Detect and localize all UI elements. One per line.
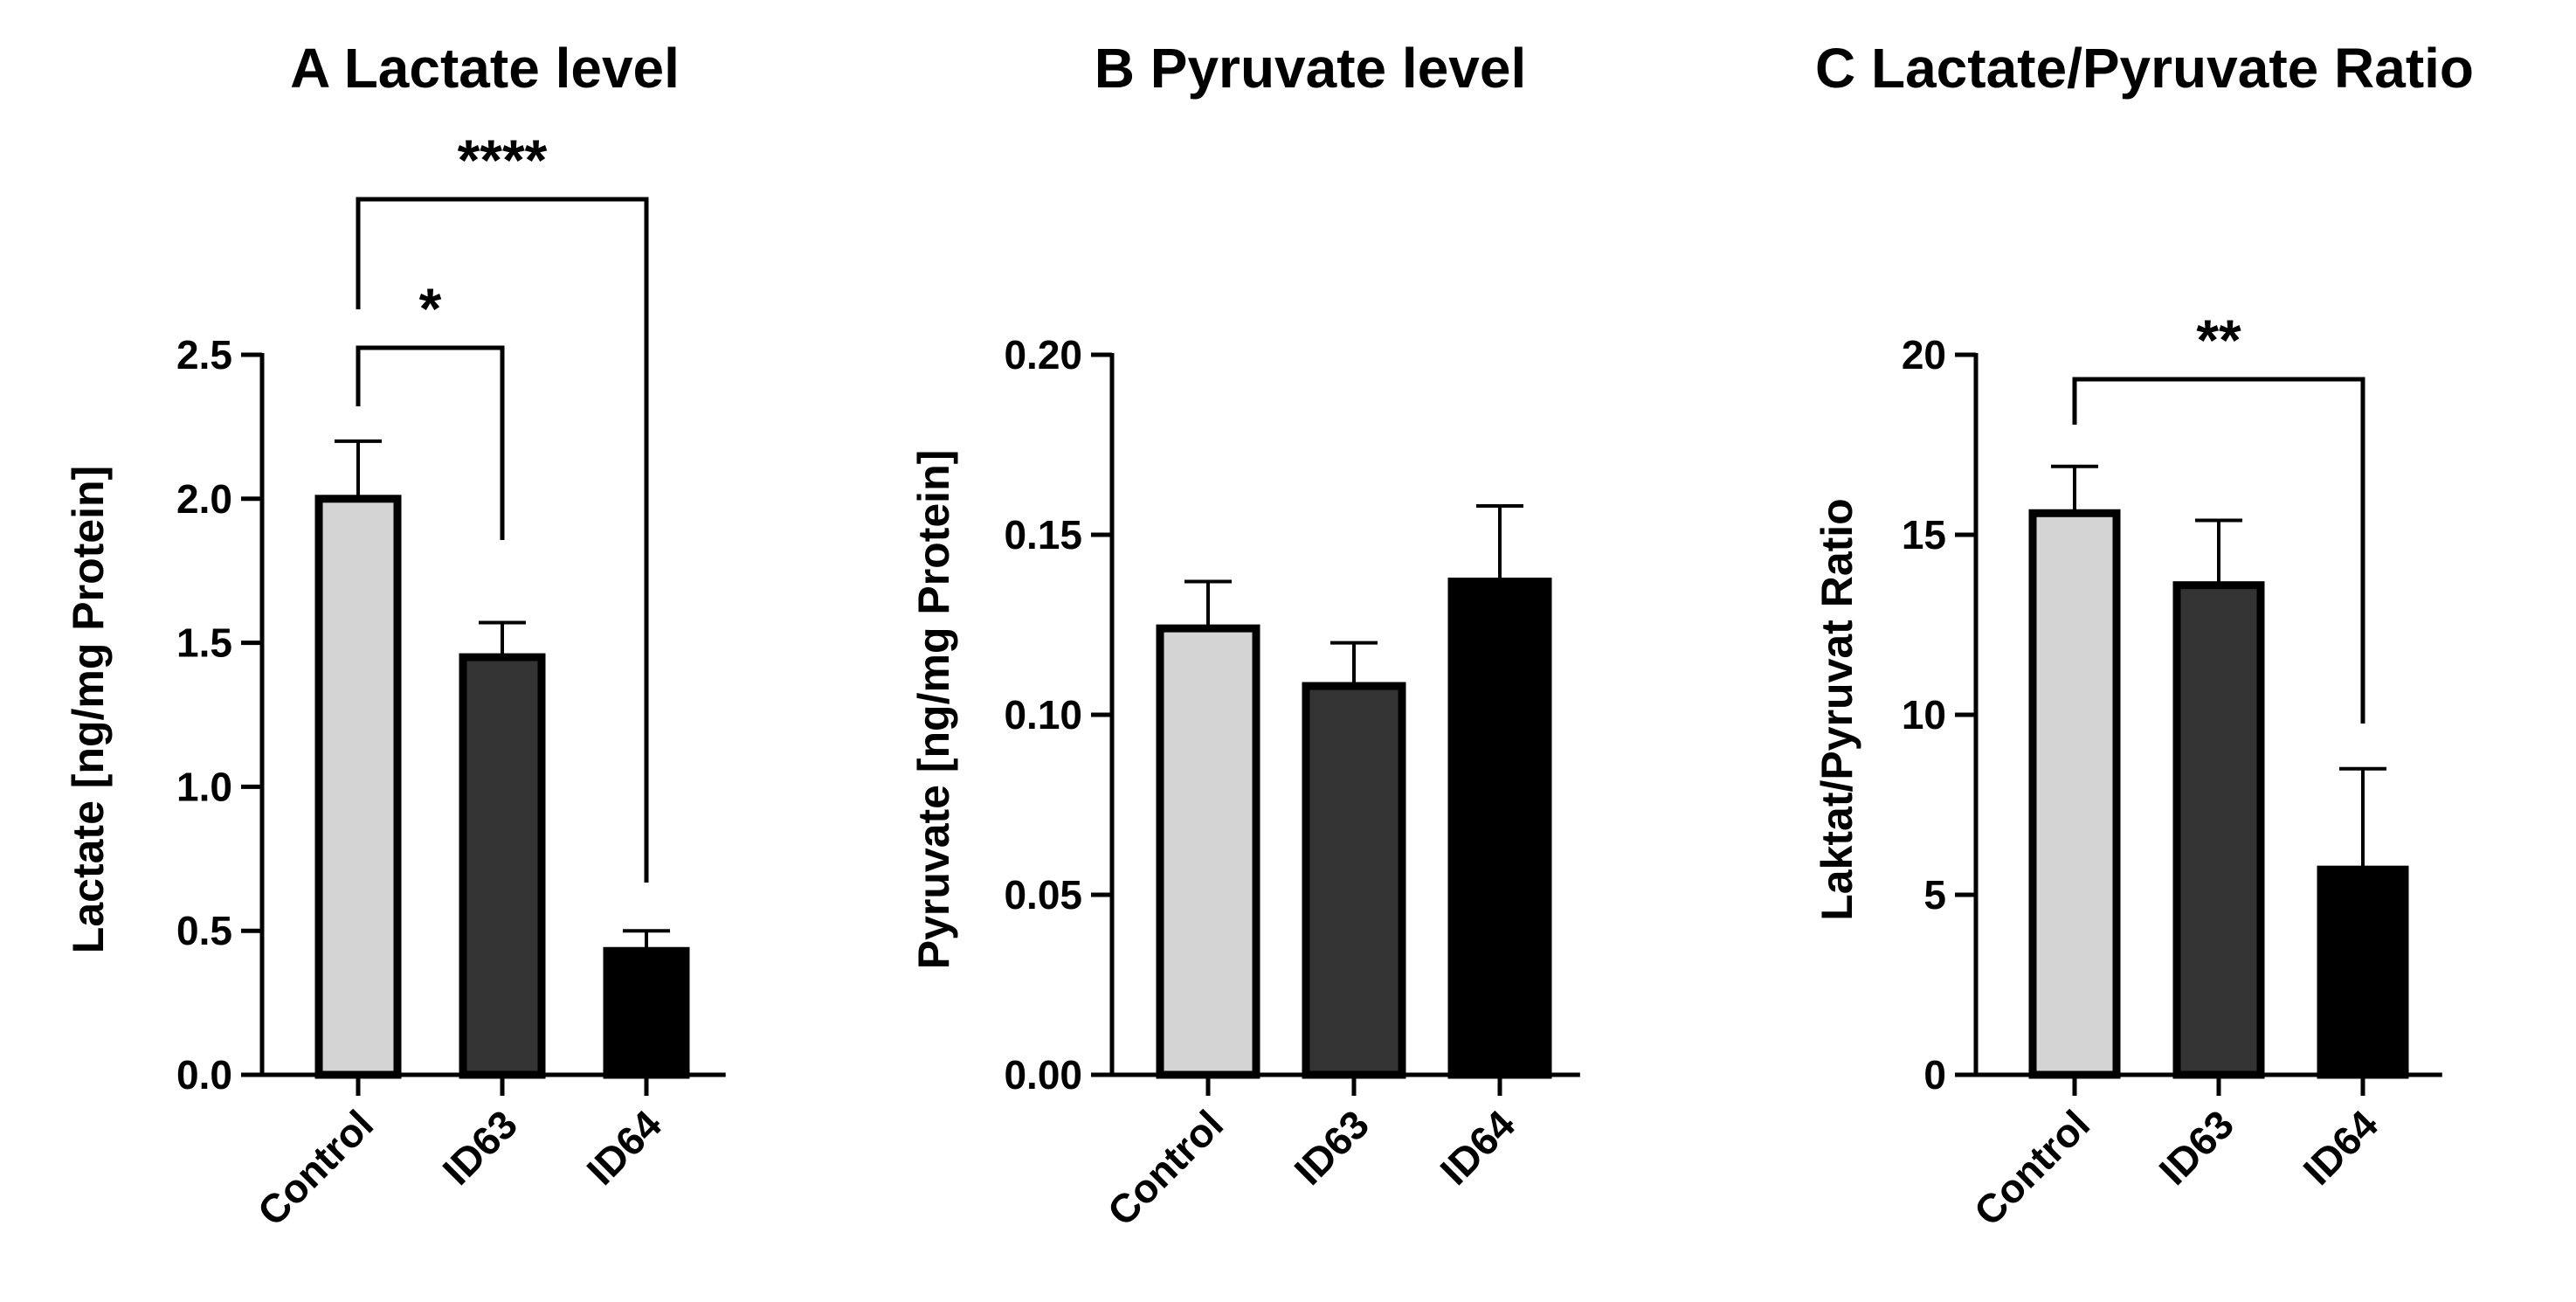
chart-panel-3: C Lactate/Pyruvate Ratio Laktat/Pyruvat R… bbox=[1813, 37, 2474, 1235]
y-axis-label: Laktat/Pyruvat Ratio bbox=[1813, 498, 1861, 920]
chart-panel-1: A Lactate level Lactate [ng/mg Protein] 0.… bbox=[64, 37, 726, 1235]
y-tick-label: 1.5 bbox=[176, 620, 232, 666]
y-tick-label: 20 bbox=[1902, 332, 1946, 377]
y-axis-label: Pyruvate [ng/mg Protein] bbox=[909, 450, 958, 970]
bar-id63 bbox=[1302, 682, 1406, 1079]
chart-title: B Pyruvate level bbox=[1095, 37, 1527, 100]
bar-control bbox=[1156, 624, 1260, 1079]
significance-label: **** bbox=[458, 128, 548, 192]
significance-bracket bbox=[2072, 377, 2365, 724]
x-tick-label-id63: ID63 bbox=[434, 1101, 526, 1193]
y-tick-label: 5 bbox=[1923, 872, 1946, 918]
significance-bracket bbox=[356, 345, 505, 540]
y-tick-label: 10 bbox=[1902, 692, 1946, 738]
x-tick-label-control: Control bbox=[249, 1101, 382, 1234]
y-tick-label: 2.5 bbox=[176, 332, 232, 377]
y-tick-label: 2.0 bbox=[176, 476, 232, 522]
bar-id64 bbox=[1447, 578, 1552, 1079]
x-tick-label-id63: ID63 bbox=[2151, 1101, 2242, 1193]
x-tick-label-control: Control bbox=[1965, 1101, 2098, 1234]
x-tick-label-id63: ID63 bbox=[1286, 1101, 1378, 1193]
y-axis-label: Lactate [ng/mg Protein] bbox=[64, 466, 113, 953]
y-tick-label: 1.0 bbox=[176, 764, 232, 809]
significance-label: ** bbox=[2196, 308, 2241, 372]
chart-panel-2: B Pyruvate level Pyruvate [ng/mg Protein]… bbox=[909, 37, 1580, 1235]
bar-id64 bbox=[603, 946, 690, 1079]
y-tick-label: 0.00 bbox=[1004, 1052, 1082, 1098]
bar-control bbox=[314, 495, 402, 1079]
x-tick-label-id64: ID64 bbox=[1432, 1101, 1524, 1194]
y-tick-label: 0 bbox=[1923, 1052, 1946, 1098]
significance-bracket bbox=[356, 197, 649, 883]
x-tick-label-id64: ID64 bbox=[2295, 1101, 2387, 1194]
bar-id63 bbox=[459, 653, 546, 1079]
bar-id63 bbox=[2172, 581, 2265, 1079]
y-tick-label: 0.10 bbox=[1004, 692, 1082, 738]
chart-title: A Lactate level bbox=[290, 37, 680, 100]
chart-title: C Lactate/Pyruvate Ratio bbox=[1815, 37, 2474, 100]
y-tick-label: 15 bbox=[1902, 512, 1946, 558]
y-tick-label: 0.0 bbox=[176, 1052, 232, 1098]
y-tick-label: 0.20 bbox=[1004, 332, 1082, 377]
x-tick-label-control: Control bbox=[1099, 1101, 1232, 1234]
y-tick-label: 0.5 bbox=[176, 908, 232, 953]
significance-label: * bbox=[419, 276, 442, 341]
y-tick-label: 0.05 bbox=[1004, 872, 1082, 918]
bar-id64 bbox=[2317, 865, 2409, 1079]
y-tick-label: 0.15 bbox=[1004, 512, 1082, 558]
x-tick-label-id64: ID64 bbox=[578, 1101, 671, 1194]
bar-control bbox=[2028, 509, 2121, 1079]
